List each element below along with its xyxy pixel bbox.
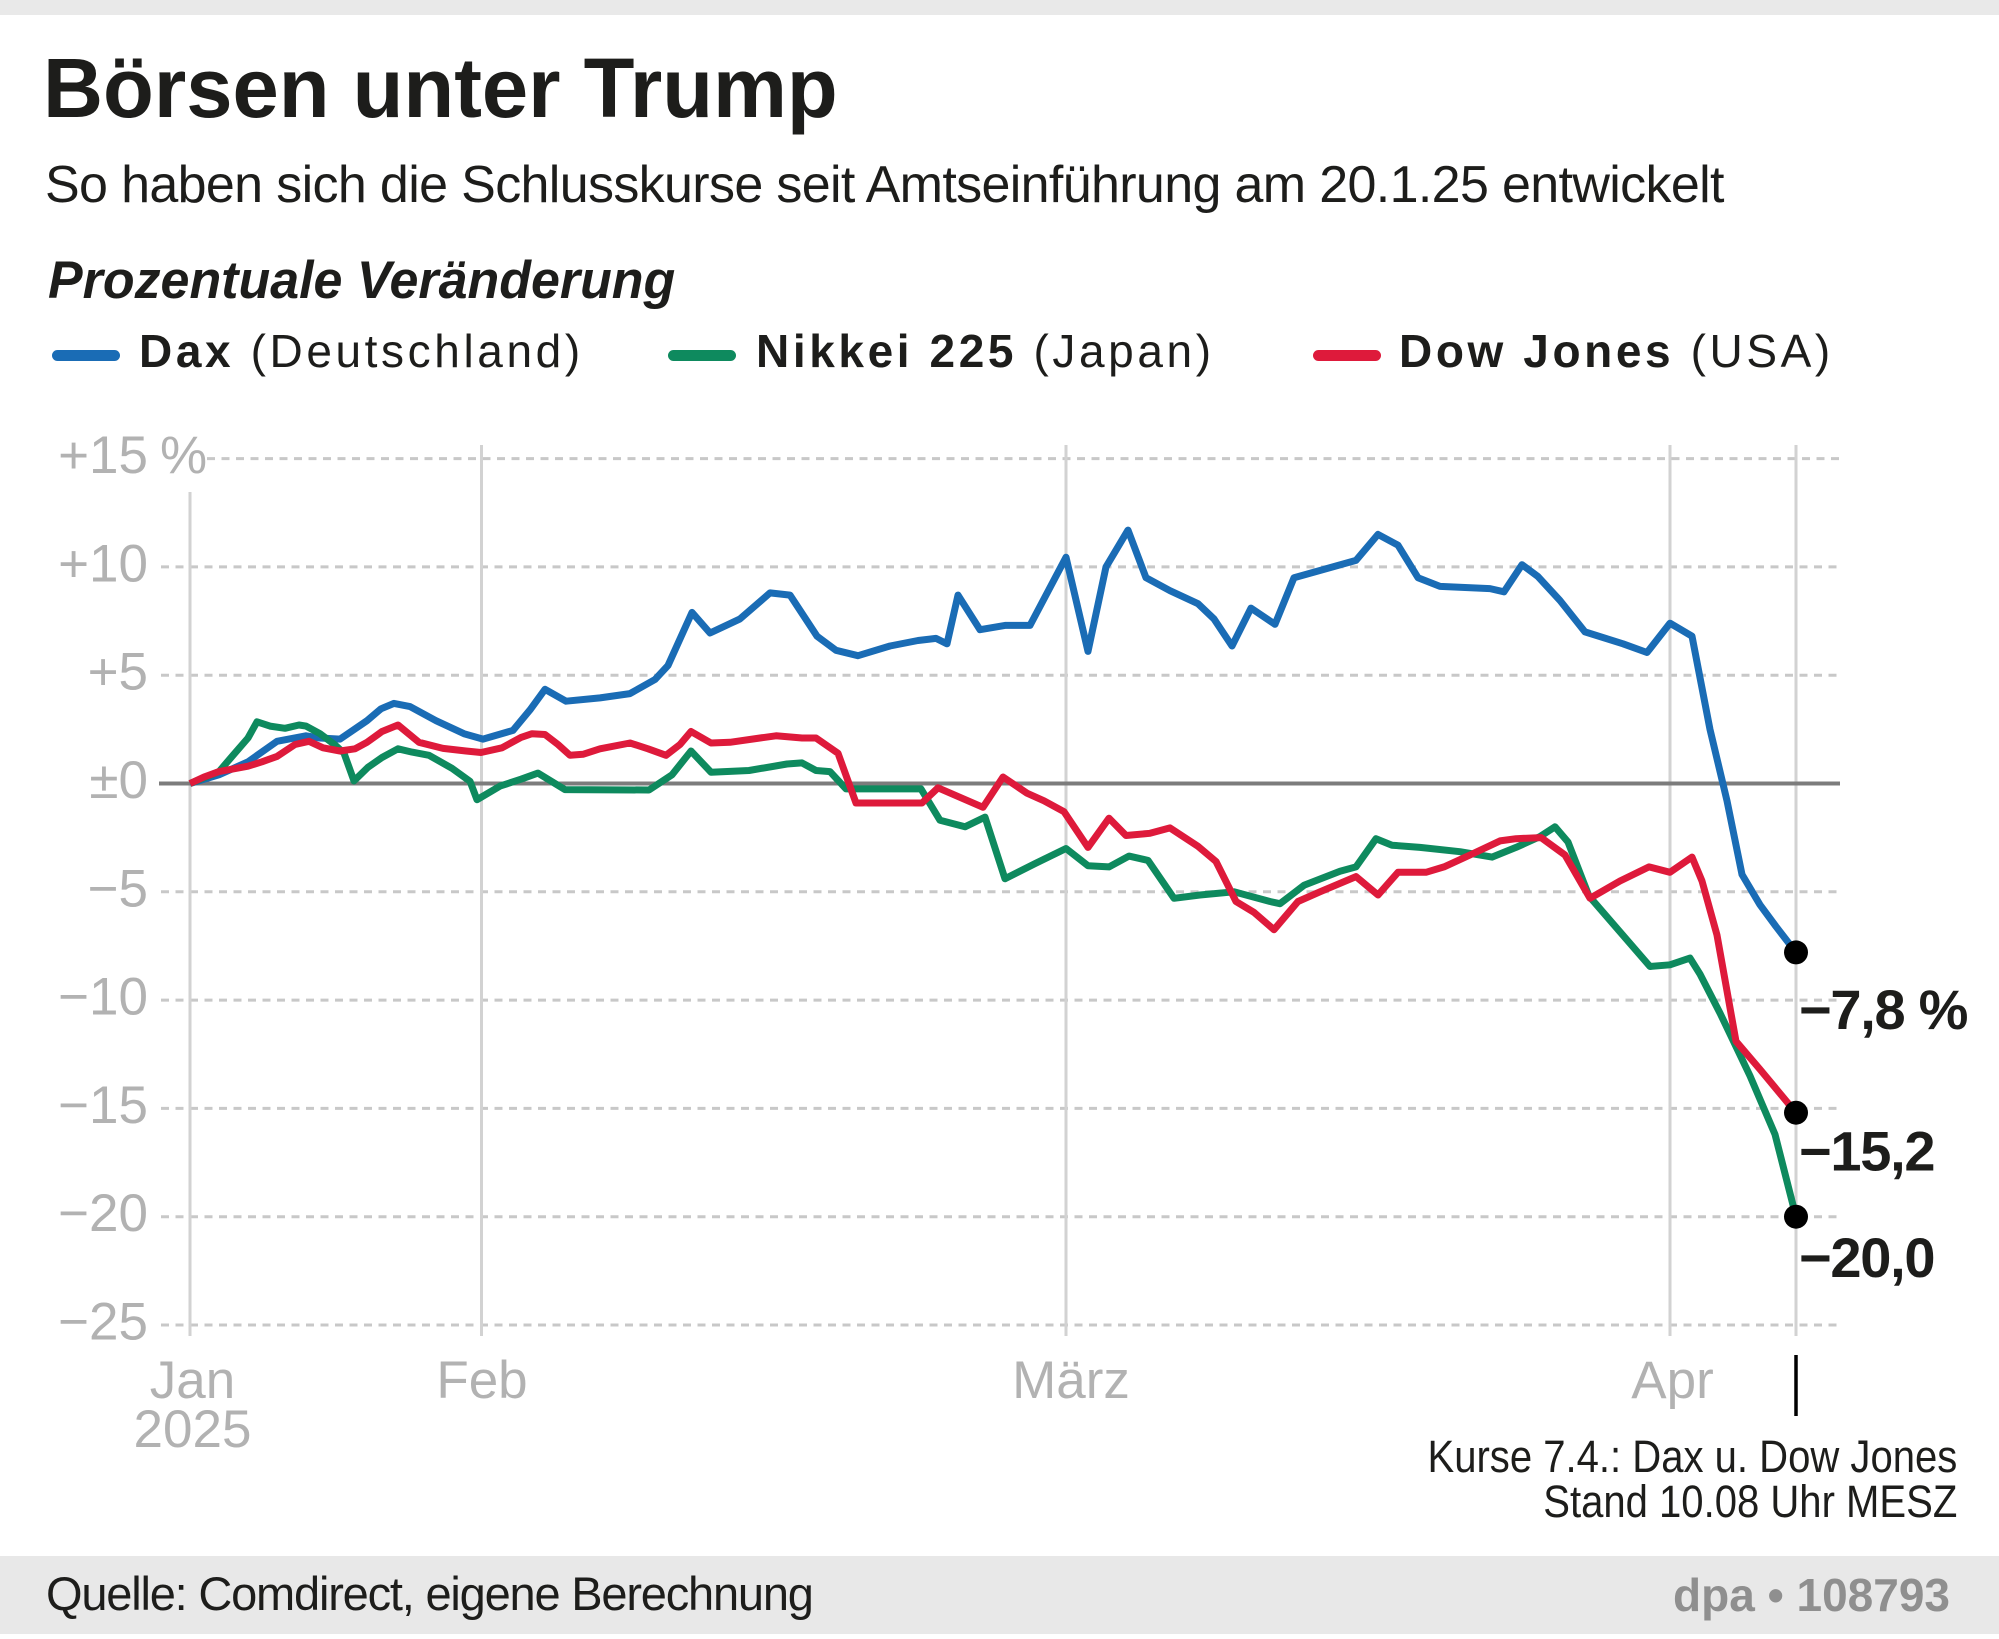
svg-text:+5: +5 [88,643,148,702]
svg-text:Jan: Jan [150,1351,235,1410]
svg-text:+15: +15 [58,426,148,485]
svg-text:Feb: Feb [436,1351,527,1410]
svg-text:−20: −20 [58,1184,148,1243]
svg-text:−15,2: −15,2 [1799,1120,1934,1183]
svg-text:−5: −5 [88,859,148,918]
svg-text:±0: ±0 [89,751,148,810]
svg-text:März: März [1012,1351,1130,1410]
svg-text:−7,8 %: −7,8 % [1799,978,1968,1041]
svg-text:−10: −10 [58,968,148,1027]
svg-text:+10: +10 [58,534,148,593]
svg-text:%: % [160,426,207,485]
svg-text:Apr: Apr [1631,1351,1713,1410]
svg-text:−20,0: −20,0 [1799,1226,1934,1289]
svg-text:−25: −25 [58,1293,148,1352]
svg-text:−15: −15 [58,1076,148,1135]
svg-text:2025: 2025 [134,1400,252,1459]
